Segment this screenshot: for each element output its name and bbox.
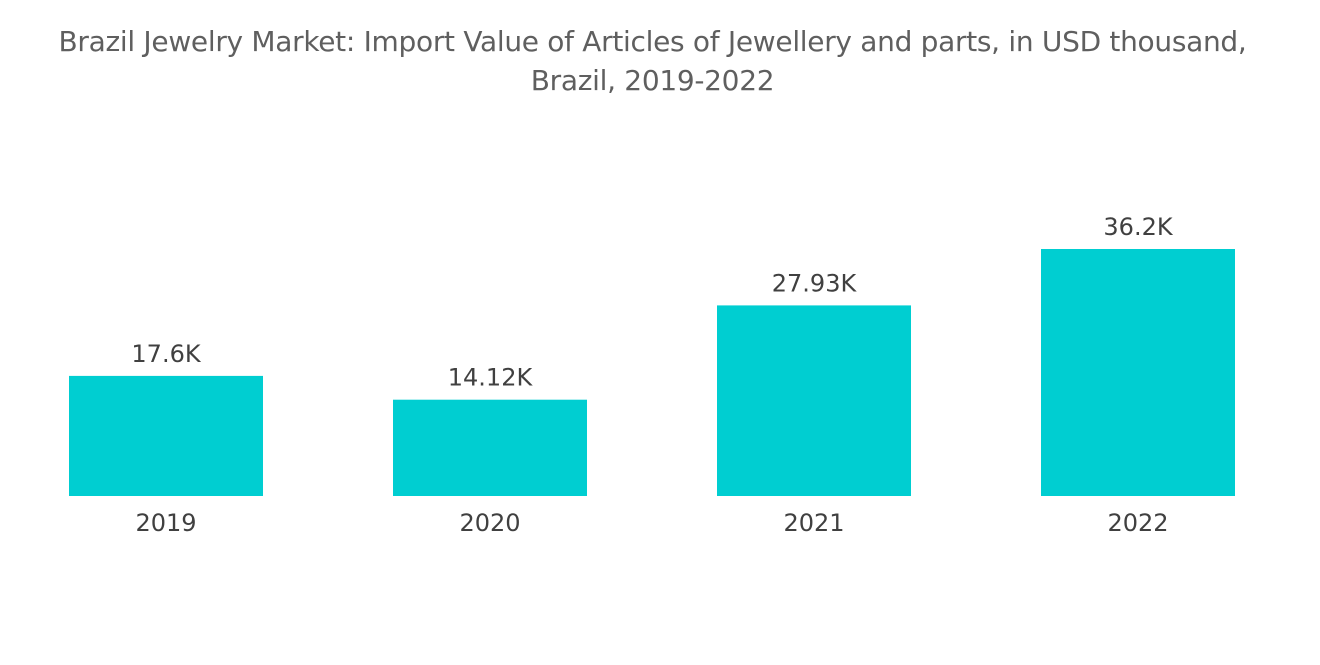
chart-title: Brazil Jewelry Market: Import Value of A… [0, 22, 1305, 100]
x-tick-label-2021: 2021 [783, 509, 844, 537]
chart-title-line-1: Brazil Jewelry Market: Import Value of A… [58, 25, 1247, 58]
bar-2019 [69, 375, 263, 496]
x-tick-label-2020: 2020 [459, 509, 520, 537]
data-label-2022: 36.2K [1103, 213, 1173, 241]
bar-2021 [717, 305, 911, 496]
x-tick-label-2019: 2019 [135, 509, 196, 537]
bar-2022 [1041, 249, 1235, 496]
data-label-2021: 27.93K [772, 269, 858, 297]
data-label-2020: 14.12K [448, 364, 534, 392]
chart-title-line-2: Brazil, 2019-2022 [530, 64, 775, 97]
bar-2020 [393, 399, 587, 496]
data-label-2019: 17.6K [131, 340, 201, 368]
x-tick-label-2022: 2022 [1107, 509, 1168, 537]
